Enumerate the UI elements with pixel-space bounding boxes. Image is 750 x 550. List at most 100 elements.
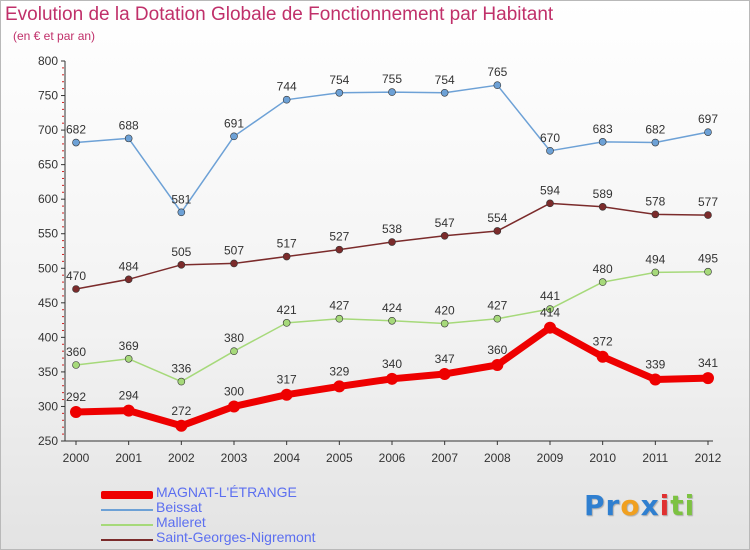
data-point bbox=[386, 372, 398, 385]
data-label: 317 bbox=[277, 373, 297, 387]
data-label: 682 bbox=[645, 123, 665, 137]
data-label: 421 bbox=[277, 303, 297, 317]
y-tick-label: 350 bbox=[38, 365, 58, 379]
legend-label: Beissat bbox=[156, 499, 202, 515]
data-point bbox=[546, 305, 554, 313]
legend-swatch bbox=[101, 539, 153, 541]
data-label: 347 bbox=[435, 352, 455, 366]
data-point bbox=[546, 147, 554, 155]
data-point bbox=[72, 285, 80, 293]
y-tick-label: 700 bbox=[38, 123, 58, 137]
data-point bbox=[122, 404, 135, 417]
data-point bbox=[388, 88, 396, 96]
legend-swatch bbox=[101, 491, 153, 499]
data-point bbox=[649, 373, 662, 386]
data-label: 441 bbox=[540, 289, 560, 303]
data-label: 494 bbox=[645, 252, 665, 266]
data-label: 581 bbox=[171, 192, 191, 206]
x-tick-label: 2002 bbox=[168, 451, 195, 465]
y-tick-label: 650 bbox=[38, 158, 58, 172]
data-point bbox=[124, 354, 133, 363]
y-tick-label: 400 bbox=[38, 330, 58, 344]
data-label: 754 bbox=[435, 73, 455, 87]
logo-part: x bbox=[640, 489, 660, 522]
data-label: 360 bbox=[66, 345, 86, 359]
data-point bbox=[546, 199, 554, 208]
data-label: 577 bbox=[698, 195, 718, 209]
data-point bbox=[598, 278, 607, 286]
data-point bbox=[72, 361, 80, 369]
data-point bbox=[177, 261, 186, 269]
data-label: 300 bbox=[224, 384, 244, 398]
data-point bbox=[70, 405, 82, 418]
data-point bbox=[228, 400, 240, 413]
data-label: 697 bbox=[698, 112, 718, 126]
data-label: 294 bbox=[119, 389, 139, 403]
data-point bbox=[124, 134, 133, 143]
data-label: 340 bbox=[382, 357, 402, 371]
data-label: 538 bbox=[382, 222, 402, 236]
y-tick-label: 300 bbox=[38, 399, 58, 413]
data-label: 484 bbox=[119, 259, 139, 273]
x-tick-label: 2006 bbox=[379, 451, 406, 465]
data-point bbox=[230, 259, 238, 268]
data-label: 589 bbox=[593, 187, 613, 201]
data-point bbox=[177, 377, 186, 386]
data-label: 578 bbox=[645, 194, 665, 208]
data-label: 427 bbox=[487, 299, 507, 313]
data-label: 339 bbox=[645, 358, 665, 372]
legend-swatch bbox=[101, 524, 153, 526]
data-point bbox=[493, 81, 502, 89]
data-point bbox=[493, 227, 502, 235]
x-tick-label: 2001 bbox=[115, 451, 142, 465]
y-tick-label: 250 bbox=[38, 434, 58, 448]
proxiti-logo: Proxiti bbox=[584, 489, 695, 522]
data-label: 594 bbox=[540, 183, 560, 197]
legend-label: MAGNAT-L'ÉTRANGE bbox=[156, 484, 297, 500]
data-point bbox=[704, 211, 712, 219]
data-label: 372 bbox=[593, 335, 613, 349]
data-label: 505 bbox=[171, 245, 191, 259]
data-label: 420 bbox=[435, 304, 455, 318]
data-label: 507 bbox=[224, 243, 244, 257]
y-tick-label: 800 bbox=[38, 54, 58, 68]
data-point bbox=[282, 319, 291, 327]
data-label: 755 bbox=[382, 72, 402, 86]
chart-subtitle: (en € et par an) bbox=[13, 29, 96, 43]
data-point bbox=[388, 238, 396, 246]
legend-label: Malleret bbox=[156, 514, 206, 530]
data-label: 272 bbox=[171, 404, 191, 418]
data-label: 341 bbox=[698, 356, 718, 370]
data-point bbox=[596, 350, 609, 363]
data-point bbox=[230, 347, 238, 355]
data-point bbox=[438, 367, 451, 380]
data-label: 380 bbox=[224, 331, 244, 345]
data-label: 495 bbox=[698, 252, 718, 266]
data-point bbox=[335, 314, 344, 323]
y-tick-label: 550 bbox=[38, 227, 58, 241]
data-point bbox=[177, 208, 186, 217]
y-tick-label: 500 bbox=[38, 261, 58, 275]
data-label: 369 bbox=[119, 339, 139, 353]
logo-part: Pr bbox=[584, 489, 621, 522]
data-point bbox=[598, 138, 607, 146]
data-point bbox=[388, 316, 396, 325]
x-tick-label: 2010 bbox=[589, 451, 616, 465]
data-label: 414 bbox=[540, 306, 560, 320]
data-point bbox=[598, 202, 607, 211]
data-point bbox=[72, 138, 80, 147]
data-point bbox=[440, 319, 449, 328]
data-point bbox=[124, 275, 133, 284]
data-label: 683 bbox=[593, 122, 613, 136]
data-label: 765 bbox=[487, 65, 507, 79]
data-point bbox=[175, 419, 188, 432]
chart-title: Evolution de la Dotation Globale de Fonc… bbox=[5, 4, 554, 25]
data-point bbox=[282, 252, 291, 261]
data-point bbox=[702, 372, 714, 385]
data-label: 336 bbox=[171, 362, 191, 376]
x-tick-label: 2004 bbox=[273, 451, 300, 465]
logo-part: i bbox=[659, 489, 671, 522]
data-point bbox=[280, 388, 293, 401]
data-label: 292 bbox=[66, 390, 86, 404]
